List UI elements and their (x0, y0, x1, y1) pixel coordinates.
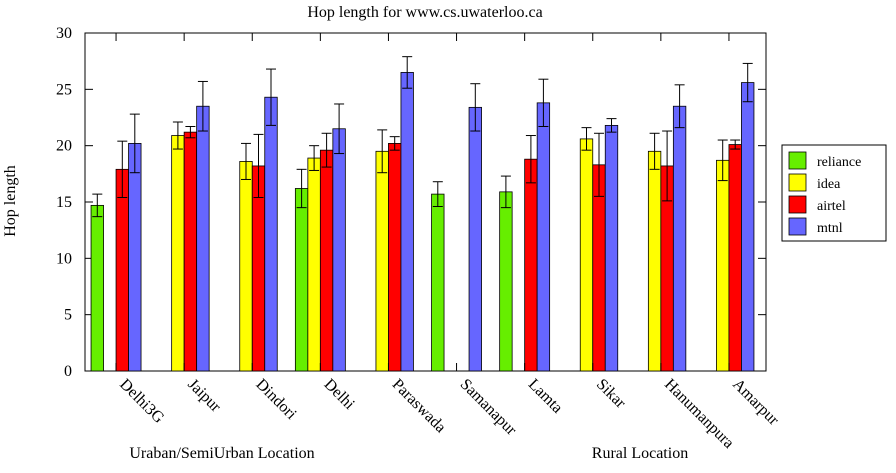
y-tick-label: 30 (56, 25, 72, 42)
x-tick-label: Jaipur (184, 376, 224, 416)
bars-layer (90, 56, 755, 372)
bar-reliance-delhi (294, 188, 309, 372)
bar-mtnl-samanapur (468, 106, 482, 372)
bar-airtel-delhi (319, 149, 334, 372)
bar-airtel-delhi3g (115, 168, 129, 372)
legend-label: airtel (817, 199, 846, 214)
x-tick-label: Dindori (252, 376, 300, 424)
legend-label: idea (817, 177, 841, 192)
bar-mtnl-delhi3g (128, 143, 142, 372)
bar-reliance-samanapur (431, 193, 445, 372)
legend-swatch-airtel (788, 195, 807, 214)
bar-mtnl-amarpur (741, 82, 755, 372)
y-tick-label: 25 (56, 81, 72, 98)
x-tick-label: Lamta (525, 376, 566, 417)
bar-airtel-amarpur (728, 144, 742, 372)
x-tick-label: Sikar (593, 376, 629, 412)
bar-airtel-paraswada (388, 143, 402, 372)
group-label: Rural Location (592, 445, 688, 462)
bar-idea-dindori (239, 161, 253, 372)
bar-idea-jaipur (171, 135, 185, 372)
group-label: Uraban/SemiUrban Location (129, 445, 314, 462)
bar-idea-hanumanpura (647, 150, 662, 372)
x-tick-label: Samanapur (457, 376, 520, 439)
bar-airtel-lamta (524, 158, 538, 372)
y-axis-label: Hop length (2, 165, 19, 237)
y-tick-label: 0 (64, 363, 72, 380)
y-axis: 0 5 10 15 20 25 30 (56, 25, 766, 380)
bar-airtel-jaipur (183, 131, 198, 372)
x-tick-label: Paraswada (389, 376, 449, 436)
bar-reliance-delhi3g (90, 204, 104, 372)
chart-title: Hop length for www.cs.uwaterloo.ca (307, 4, 542, 21)
bar-idea-amarpur (716, 159, 730, 372)
location-group-labels: Uraban/SemiUrban Location Rural Location (129, 445, 688, 462)
x-tick-label: Delhi3G (116, 376, 167, 427)
bar-reliance-lamta (499, 191, 513, 372)
x-tick-label: Hanumanpura (661, 376, 737, 452)
x-tick-label: Delhi (321, 376, 359, 414)
bar-mtnl-delhi (332, 128, 346, 372)
bar-mtnl-paraswada (400, 72, 414, 372)
y-tick-label: 10 (56, 250, 72, 267)
bar-idea-paraswada (375, 150, 389, 372)
bar-idea-delhi (307, 157, 321, 372)
legend: reliance idea airtel mtnl (781, 144, 887, 242)
y-tick-label: 5 (64, 307, 72, 324)
legend-swatch-idea (788, 173, 807, 192)
legend-label: reliance (817, 155, 861, 170)
legend-swatch-reliance (788, 151, 807, 170)
bar-mtnl-lamta (536, 102, 551, 372)
y-tick-label: 20 (56, 138, 72, 155)
y-tick-label: 15 (56, 194, 72, 211)
bar-mtnl-hanumanpura (672, 105, 687, 372)
bar-mtnl-dindori (264, 96, 278, 372)
bar-mtnl-jaipur (196, 105, 210, 372)
legend-swatch-mtnl (788, 217, 807, 236)
x-tick-label: Amarpur (729, 376, 782, 429)
bar-mtnl-sikar (604, 124, 619, 372)
legend-label: mtnl (817, 221, 843, 236)
bar-idea-sikar (579, 138, 594, 372)
